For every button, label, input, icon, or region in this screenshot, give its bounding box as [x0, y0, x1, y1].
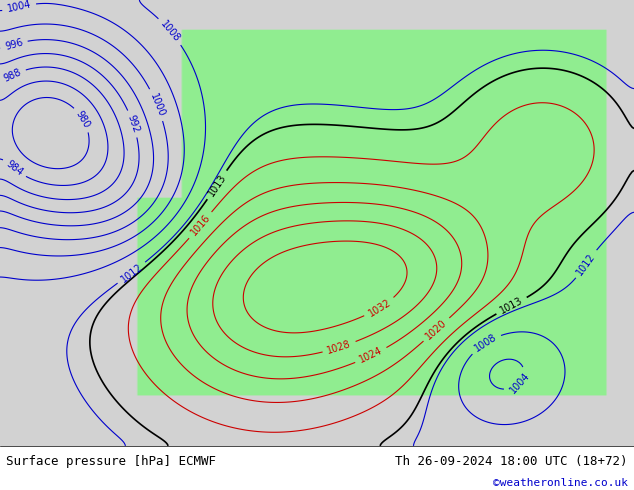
- Text: 1004: 1004: [508, 370, 531, 395]
- Text: 1008: 1008: [158, 19, 182, 44]
- Text: 1032: 1032: [366, 297, 392, 318]
- Text: Surface pressure [hPa] ECMWF: Surface pressure [hPa] ECMWF: [6, 455, 216, 468]
- Text: 1024: 1024: [358, 346, 384, 366]
- Text: Th 26-09-2024 18:00 UTC (18+72): Th 26-09-2024 18:00 UTC (18+72): [395, 455, 628, 468]
- Text: 1013: 1013: [498, 295, 525, 316]
- Text: 1008: 1008: [472, 332, 498, 354]
- Text: 984: 984: [4, 159, 25, 178]
- Text: 996: 996: [4, 37, 24, 52]
- Text: 1000: 1000: [148, 92, 166, 118]
- Text: 1013: 1013: [206, 172, 228, 198]
- Text: ©weatheronline.co.uk: ©weatheronline.co.uk: [493, 478, 628, 489]
- Text: 992: 992: [126, 113, 141, 134]
- Text: 988: 988: [3, 67, 23, 84]
- Text: 1012: 1012: [575, 251, 597, 277]
- Text: 1012: 1012: [119, 261, 145, 284]
- Text: 980: 980: [74, 109, 92, 130]
- Text: 1020: 1020: [424, 318, 449, 342]
- Text: 1028: 1028: [326, 339, 353, 356]
- Text: 1004: 1004: [6, 0, 32, 14]
- Text: 1016: 1016: [189, 213, 212, 238]
